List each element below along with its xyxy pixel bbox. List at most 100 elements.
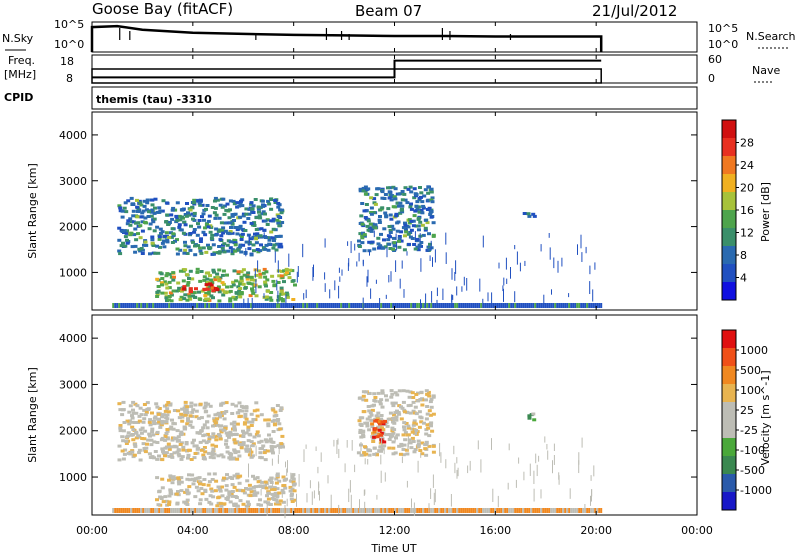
ground-scatter (490, 508, 493, 513)
echo-cell (264, 297, 269, 301)
ground-scatter (458, 508, 461, 513)
speckle (454, 272, 456, 281)
ground-scatter (422, 303, 425, 308)
echo-cell (170, 241, 175, 244)
echo-cell (220, 246, 225, 250)
echo-cell (203, 401, 208, 405)
echo-cell (243, 286, 248, 290)
echo-cell (117, 249, 122, 253)
echo-cell (290, 269, 295, 273)
echo-cell (225, 450, 230, 454)
echo-cell (220, 485, 224, 489)
ground-scatter (144, 303, 147, 308)
echo-cell (424, 453, 429, 457)
echo-cell (393, 391, 398, 395)
echo-cell (162, 245, 167, 249)
echo-cell (225, 243, 230, 247)
colorbar-tick-label: 100 (740, 384, 761, 397)
speckle (277, 459, 279, 464)
echo-cell (279, 292, 284, 296)
ground-scatter (152, 303, 155, 308)
speckle (503, 277, 505, 286)
ground-scatter (464, 508, 467, 513)
echo-cell (249, 201, 254, 205)
echo-cell (367, 226, 372, 230)
ground-scatter (178, 303, 181, 308)
echo-cell (241, 243, 246, 247)
ground-scatter (226, 303, 229, 308)
speckle (356, 261, 358, 267)
echo-cell (377, 246, 381, 250)
colorbar-tick-label: 20 (740, 182, 754, 195)
speckle (284, 505, 286, 519)
echo-cell (232, 424, 237, 428)
ground-scatter (596, 303, 599, 308)
echo-cell (159, 496, 164, 500)
ground-scatter (382, 508, 385, 513)
echo-cell (245, 275, 250, 279)
echo-cell (190, 441, 195, 445)
ground-scatter (526, 508, 529, 513)
echo-cell (386, 238, 391, 242)
ground-scatter (500, 508, 503, 513)
echo-cell (253, 477, 258, 481)
echo-cell (167, 454, 172, 458)
echo-cell (155, 405, 160, 409)
speckle (334, 280, 336, 291)
echo-cell (222, 290, 227, 294)
ground-scatter (224, 303, 227, 308)
echo-cell (231, 295, 236, 299)
echo-cell (139, 431, 144, 435)
echo-cell (131, 408, 135, 412)
ground-scatter (434, 508, 437, 513)
echo-cell (374, 433, 379, 437)
echo-cell (182, 297, 187, 301)
echo-cell (224, 208, 229, 212)
echo-cell (228, 208, 232, 212)
ground-scatter (578, 303, 581, 308)
echo-cell (182, 500, 187, 504)
echo-cell (225, 498, 230, 501)
echo-cell (203, 433, 208, 437)
ground-scatter (424, 508, 427, 513)
colorbar-swatch (722, 264, 736, 283)
echo-cell (428, 210, 433, 214)
echo-cell (138, 236, 143, 240)
ground-scatter (248, 303, 251, 308)
colorbar-tick-label: -100 (740, 444, 765, 457)
speckle (581, 252, 583, 262)
ground-scatter (412, 303, 415, 308)
echo-cell (407, 218, 412, 222)
ground-scatter (580, 303, 583, 308)
echo-cell (195, 233, 200, 237)
echo-cell (210, 281, 215, 285)
echo-cell (160, 209, 165, 213)
echo-cell (150, 411, 154, 415)
echo-cell (198, 200, 203, 203)
echo-cell (254, 228, 259, 231)
echo-cell (230, 402, 235, 406)
echo-cell (365, 224, 370, 228)
echo-cell (359, 435, 364, 439)
echo-cell (233, 441, 238, 445)
speckle (432, 257, 433, 267)
echo-cell (269, 207, 274, 211)
echo-cell (394, 436, 398, 440)
speckle (461, 286, 463, 292)
echo-cell (362, 451, 367, 455)
echo-cell (205, 204, 210, 207)
echo-cell (256, 434, 261, 438)
colorbar-swatch (722, 492, 736, 511)
echo-cell (159, 231, 163, 235)
echo-cell (168, 403, 173, 407)
echo-cell (185, 405, 190, 409)
ground-scatter (572, 303, 575, 308)
echo-cell (156, 503, 161, 507)
ground-scatter (418, 508, 421, 513)
echo-cell (411, 400, 416, 404)
echo-cell (148, 455, 153, 459)
ground-scatter (394, 508, 397, 513)
ground-scatter (148, 508, 151, 513)
echo-cell (404, 230, 409, 234)
ground-scatter (154, 303, 157, 308)
